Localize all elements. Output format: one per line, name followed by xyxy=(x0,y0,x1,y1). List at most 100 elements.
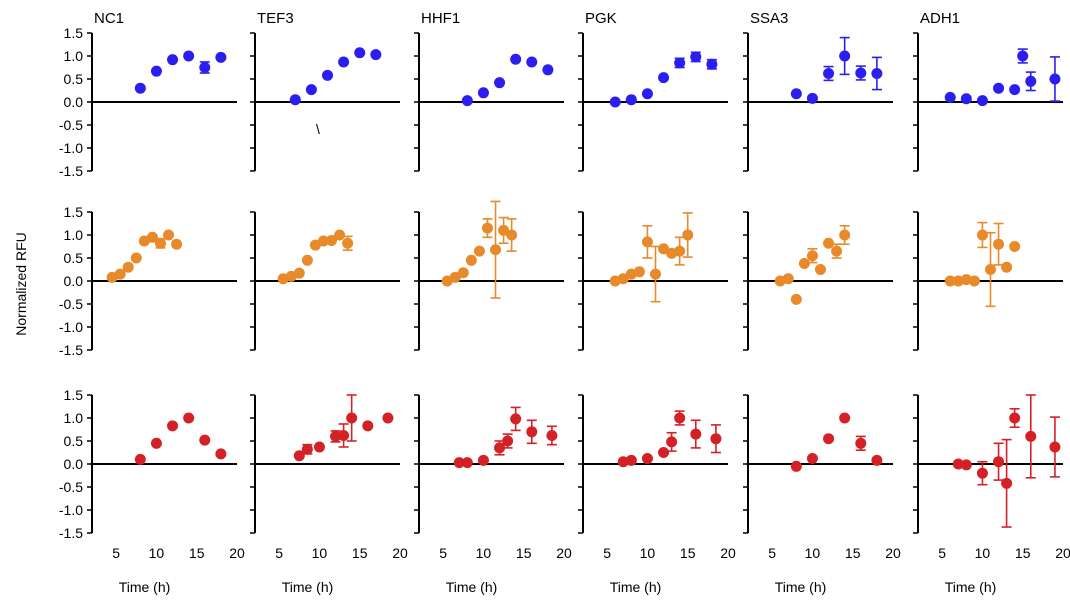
x-tick-label: 15 xyxy=(189,545,205,561)
y-tick-label: -1.0 xyxy=(59,140,83,156)
x-tick-label: 10 xyxy=(975,545,991,561)
data-point xyxy=(944,275,956,287)
data-point xyxy=(782,273,794,285)
data-point xyxy=(1001,477,1013,489)
data-point xyxy=(199,62,211,73)
panel-grid: 1.5 1.0 0.5 0.0 -0.5 -1.0 -1.5 NC1 TEF3 HHF1 PGK SS… xyxy=(59,10,1070,561)
data-point xyxy=(546,429,558,441)
data-point xyxy=(985,264,996,275)
panel-hhf1-blue: HHF1 xyxy=(414,10,564,172)
data-point xyxy=(163,229,175,241)
data-point xyxy=(1009,412,1021,424)
y-tick-label: 1.5 xyxy=(64,387,84,403)
x-tick-label: 5 xyxy=(439,545,447,561)
panel-adh1-orange xyxy=(913,211,1063,351)
y-tick-label: -1.5 xyxy=(59,163,83,179)
data-point xyxy=(215,448,227,460)
x-tick-label: 5 xyxy=(768,545,776,561)
data-point xyxy=(1049,441,1061,453)
y-tick-label: -1.0 xyxy=(59,502,83,518)
data-point xyxy=(526,56,538,68)
panel-title: TEF3 xyxy=(257,10,294,27)
data-point xyxy=(183,412,195,424)
x-tick-label: 20 xyxy=(720,545,736,561)
data-point xyxy=(134,82,146,94)
panel-title: HHF1 xyxy=(421,10,460,27)
data-point xyxy=(1017,50,1029,62)
data-point xyxy=(122,261,134,273)
y-tick-label: -1.0 xyxy=(59,319,83,335)
x-tick-label: 10 xyxy=(149,545,165,561)
data-point xyxy=(154,237,166,249)
data-point xyxy=(134,453,146,465)
data-point xyxy=(650,268,661,280)
panel-pgk-red: 5 10 15 20 xyxy=(578,394,736,561)
x-axis-title: Time (h) xyxy=(610,579,662,595)
x-tick-label: 20 xyxy=(556,545,572,561)
data-point xyxy=(993,82,1005,94)
x-tick-label: 10 xyxy=(476,545,492,561)
data-point xyxy=(944,91,956,103)
x-tick-label: 20 xyxy=(229,545,245,561)
data-point xyxy=(150,437,162,449)
x-tick-label: 5 xyxy=(938,545,946,561)
data-point xyxy=(658,243,670,255)
data-point xyxy=(960,93,972,105)
x-tick-label: 20 xyxy=(1055,545,1070,561)
data-point xyxy=(790,88,802,100)
data-point xyxy=(976,467,988,479)
data-point xyxy=(461,457,473,469)
data-point xyxy=(625,454,637,466)
data-point xyxy=(625,94,637,106)
panel-nc1-red: 1.5 1.0 0.5 0.0 -0.5 -1.0 -1.5 5 10 15 20 xyxy=(59,387,245,561)
panel-tef3-red: 5 10 15 20 xyxy=(250,394,408,561)
x-tick-label: 15 xyxy=(1015,545,1031,561)
panel-pgk-orange xyxy=(578,211,728,351)
data-point xyxy=(502,435,514,447)
y-tick-label: 0.5 xyxy=(64,250,84,266)
data-point xyxy=(690,51,702,63)
data-point xyxy=(1001,261,1013,273)
x-axis-title: Time (h) xyxy=(945,579,997,595)
data-point xyxy=(301,443,313,455)
data-point xyxy=(1049,73,1061,85)
data-point xyxy=(215,51,227,63)
data-point xyxy=(542,64,554,76)
data-point xyxy=(993,238,1005,250)
data-point xyxy=(839,412,851,424)
data-point xyxy=(815,264,826,275)
x-tick-label: 5 xyxy=(112,545,120,561)
x-axis-title: Time (h) xyxy=(119,579,171,595)
panel-nc1-orange: 1.5 1.0 0.5 0.0 -0.5 -1.0 -1.5 xyxy=(59,204,237,358)
data-point xyxy=(790,460,802,472)
data-point xyxy=(510,53,522,65)
data-point xyxy=(831,245,843,257)
data-point xyxy=(871,454,883,466)
data-point xyxy=(823,433,835,445)
x-tick-label: 10 xyxy=(312,545,328,561)
y-tick-label: -1.5 xyxy=(59,342,83,358)
data-point xyxy=(790,293,802,305)
x-tick-label: 15 xyxy=(680,545,696,561)
data-point xyxy=(1009,241,1021,252)
data-point xyxy=(293,267,305,279)
y-tick-label: -0.5 xyxy=(59,296,83,312)
panel-title: NC1 xyxy=(94,10,124,27)
data-point xyxy=(494,442,506,454)
data-point xyxy=(855,67,867,79)
data-point xyxy=(317,235,329,247)
data-point xyxy=(150,65,162,77)
x-tick-label: 10 xyxy=(805,545,821,561)
data-point xyxy=(114,268,126,280)
data-point xyxy=(674,245,686,257)
data-point xyxy=(806,452,818,464)
panel-tef3-orange xyxy=(250,211,400,351)
x-tick-label: 20 xyxy=(885,545,901,561)
data-point xyxy=(798,258,810,270)
data-point xyxy=(871,67,883,79)
y-tick-label: -0.5 xyxy=(59,479,83,495)
data-point xyxy=(473,245,485,257)
data-point xyxy=(183,50,195,62)
y-tick-label: 1.0 xyxy=(64,410,84,426)
